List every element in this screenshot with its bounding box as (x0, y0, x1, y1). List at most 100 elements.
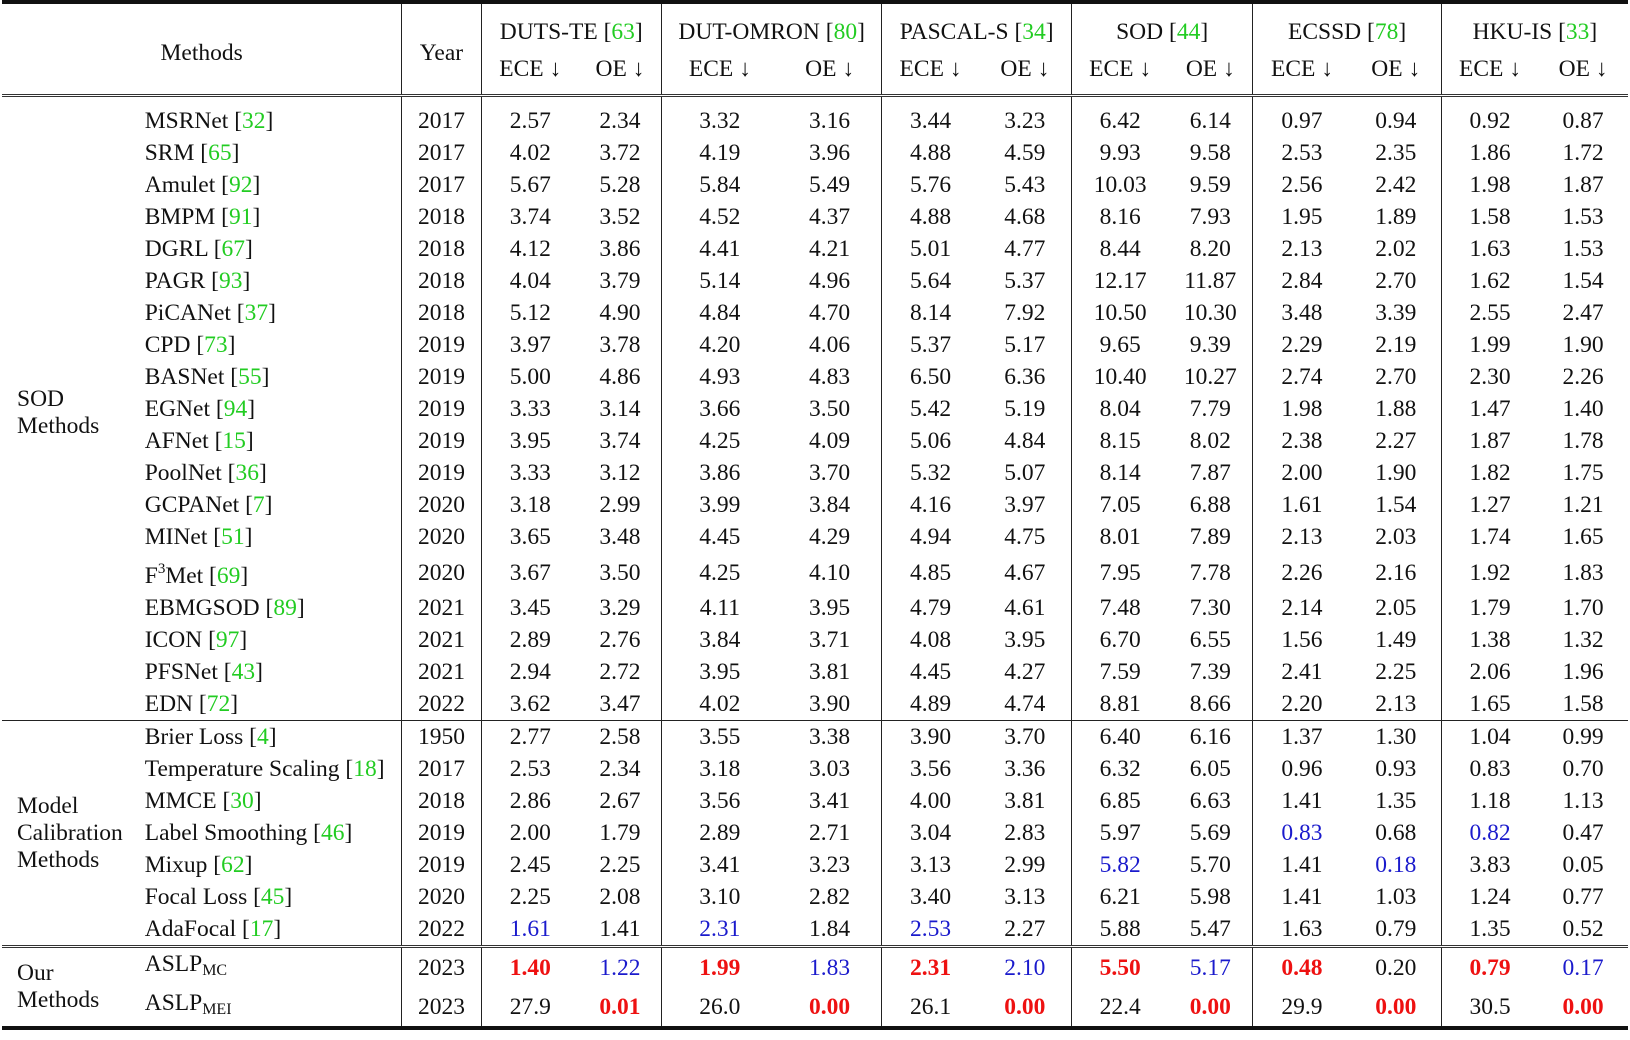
ece-value-cell: 1.61 (480, 913, 579, 947)
ece-value-cell: 1.63 (1252, 913, 1351, 947)
year-cell: 2017 (401, 169, 482, 201)
ece-value-cell: 2.31 (660, 913, 778, 947)
oe-value-cell: 3.84 (809, 492, 851, 518)
oe-value-cell: 6.36 (1004, 364, 1046, 390)
citation-link[interactable]: 67 (221, 236, 246, 262)
citation-link[interactable]: 91 (228, 204, 253, 230)
method-name: Focal Loss [45] (144, 884, 293, 910)
table-row: BMPM [91] 2018 3.74 3.52 4.52 4.37 4.88 4.68 8.1… (2, 201, 1628, 233)
ece-value-cell: 3.90 (881, 720, 979, 753)
ece-value-cell: 27.9 (480, 987, 579, 1028)
oe-value-cell: 3.74 (599, 428, 641, 454)
citation-link[interactable]: 93 (218, 268, 243, 294)
citation-link[interactable]: 15 (222, 428, 246, 454)
citation-link[interactable]: 62 (221, 852, 245, 878)
ece-value-cell: 0.92 (1440, 95, 1539, 137)
ece-value-cell: 5.88 (1070, 913, 1169, 947)
table-row: MINet [51] 2020 3.65 3.48 4.45 4.29 4.94 4.75 8.… (2, 521, 1628, 553)
method-name: PiCANet [37] (144, 300, 276, 326)
ece-value-cell: 3.56 (660, 785, 778, 817)
ece-metric-header: ECE ↓ (1070, 52, 1169, 96)
citation-link[interactable]: 45 (260, 884, 285, 910)
citation-link[interactable]: 65 (208, 140, 232, 166)
oe-value-cell: 4.68 (1004, 204, 1046, 230)
ece-value-cell: 8.16 (1070, 201, 1169, 233)
oe-value-cell: 3.12 (599, 460, 641, 486)
oe-value-cell: 2.27 (1375, 428, 1417, 454)
ece-value-cell: 2.89 (660, 817, 778, 849)
ece-value-cell: 5.06 (881, 425, 979, 457)
citation-link[interactable]: 97 (215, 627, 240, 653)
ece-value-cell: 4.16 (881, 489, 979, 521)
table-row: PoolNet [36] 2019 3.33 3.12 3.86 3.70 5.32 5.07… (2, 457, 1628, 489)
ece-value-cell: 1.74 (1440, 521, 1539, 553)
oe-value-cell: 7.89 (1189, 524, 1231, 550)
oe-metric-header: OE ↓ (1000, 55, 1050, 82)
ece-value-cell: 2.94 (480, 656, 579, 688)
ece-value-cell: 6.21 (1070, 881, 1169, 913)
oe-value-cell: 4.77 (1004, 236, 1046, 262)
citation-link[interactable]: 73 (204, 332, 228, 358)
citation-link[interactable]: 51 (221, 524, 245, 550)
citation-link[interactable]: 94 (223, 396, 248, 422)
citation-link[interactable]: 69 (216, 563, 241, 589)
citation-link[interactable]: 46 (320, 820, 345, 846)
citation-link[interactable]: 55 (238, 364, 262, 390)
ece-value-cell: 2.57 (480, 95, 579, 137)
citation-link[interactable]: 43 (231, 659, 256, 685)
citation-link[interactable]: 37 (244, 300, 269, 326)
table-row: CPD [73] 2019 3.97 3.78 4.20 4.06 5.37 5.17 9.65… (2, 329, 1628, 361)
citation-link[interactable]: 89 (273, 595, 297, 621)
ece-value-cell: 4.45 (881, 656, 979, 688)
oe-value-cell: 7.87 (1189, 460, 1231, 486)
ece-value-cell: 2.86 (480, 785, 579, 817)
oe-value-cell: 3.95 (809, 595, 851, 621)
table-row: EGNet [94] 2019 3.33 3.14 3.66 3.50 5.42 5.19 8.… (2, 393, 1628, 425)
ece-value-cell: 2.00 (480, 817, 579, 849)
oe-value-cell: 6.16 (1168, 720, 1253, 753)
oe-value-cell: 5.28 (599, 172, 641, 198)
oe-value-cell: 5.47 (1189, 916, 1231, 942)
citation-link[interactable]: 7 (252, 492, 265, 518)
ece-value-cell: 10.40 (1070, 361, 1169, 393)
oe-value-cell: 3.13 (1004, 884, 1046, 910)
year-cell: 2019 (401, 393, 482, 425)
ece-value-cell: 26.1 (881, 987, 979, 1028)
method-name: DGRL [67] (144, 236, 253, 262)
ece-metric-header: ECE ↓ (660, 52, 778, 96)
citation-link[interactable]: 18 (353, 756, 377, 782)
year-cell: 2018 (401, 233, 482, 265)
oe-value-cell: 1.03 (1375, 884, 1417, 910)
oe-value-cell: 5.37 (1004, 268, 1046, 294)
ece-value-cell: 3.95 (660, 656, 778, 688)
citation-link[interactable]: 4 (257, 724, 269, 750)
oe-value-cell: 0.00 (809, 993, 851, 1020)
ece-value-cell: 5.32 (881, 457, 979, 489)
oe-value-cell: 2.35 (1375, 140, 1417, 166)
oe-value-cell: 5.49 (809, 172, 851, 198)
oe-value-cell: 7.93 (1189, 204, 1231, 230)
ece-value-cell: 1.40 (480, 945, 579, 987)
citation-link[interactable]: 30 (230, 788, 254, 814)
group-label: Our Methods (2, 945, 129, 1028)
oe-value-cell: 3.38 (777, 720, 882, 753)
ece-value-cell: 1.87 (1440, 425, 1539, 457)
oe-value-cell: 0.93 (1375, 756, 1417, 782)
oe-value-cell: 4.86 (599, 364, 641, 390)
table-row: Focal Loss [45] 2020 2.25 2.08 3.10 2.82 3.40 3… (2, 881, 1628, 913)
citation-link[interactable]: 72 (206, 691, 231, 717)
ece-value-cell: 5.50 (1070, 945, 1169, 987)
oe-value-cell: 5.43 (1004, 172, 1046, 198)
oe-value-cell: 2.99 (599, 492, 641, 518)
ece-value-cell: 3.66 (660, 393, 778, 425)
ece-value-cell: 1.98 (1252, 393, 1351, 425)
citation-link[interactable]: 17 (249, 916, 274, 942)
citation-link[interactable]: 92 (228, 172, 253, 198)
oe-value-cell: 1.84 (809, 916, 851, 942)
ece-value-cell: 2.77 (480, 720, 579, 753)
citation-link[interactable]: 36 (235, 460, 259, 486)
method-name: PAGR [93] (144, 268, 251, 294)
citation-link[interactable]: 32 (242, 108, 266, 134)
